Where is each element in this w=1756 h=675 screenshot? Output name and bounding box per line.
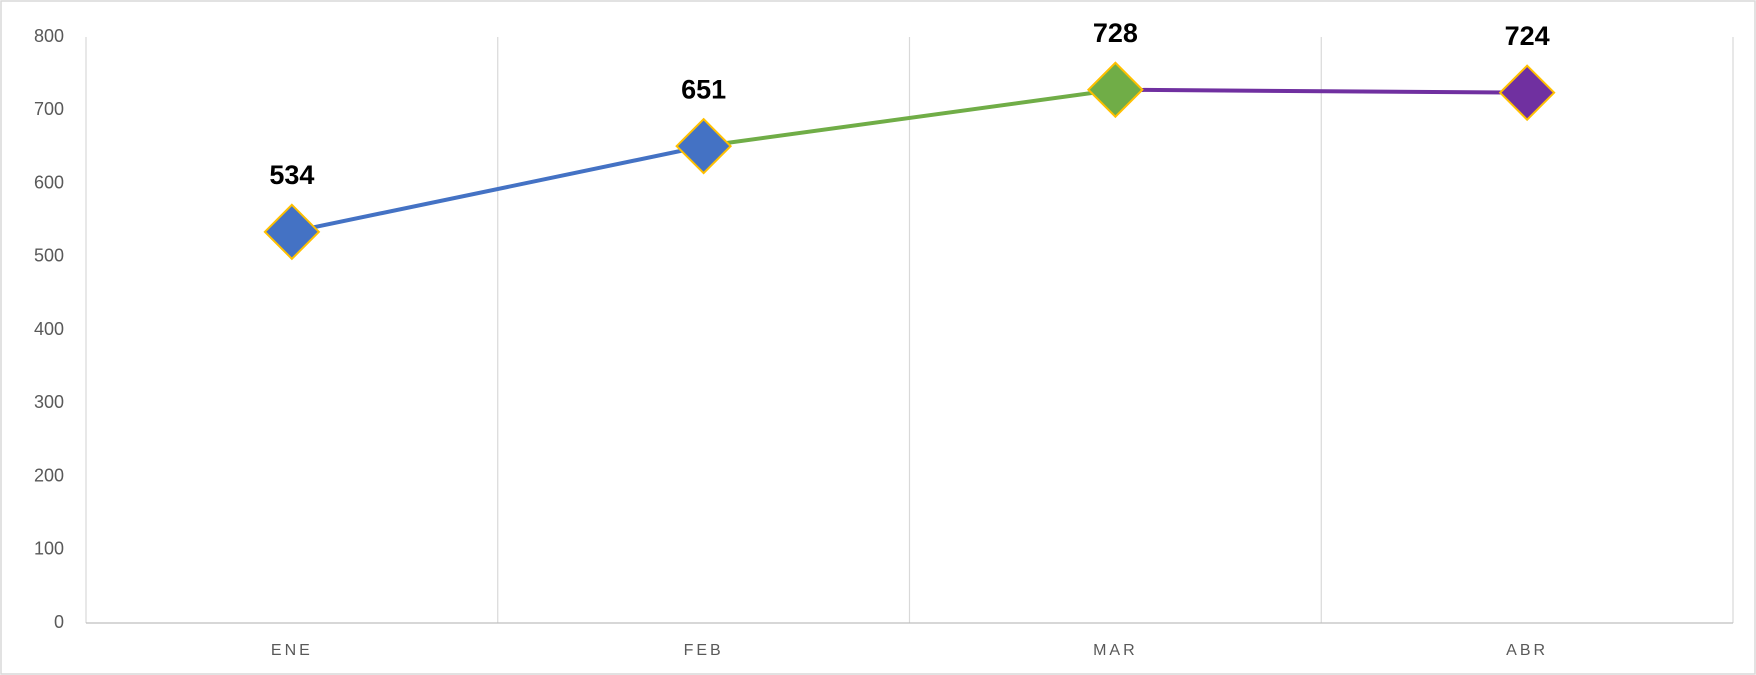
x-tick-label: MAR — [1093, 642, 1138, 659]
marker — [263, 203, 321, 261]
y-tick-label: 300 — [34, 392, 64, 412]
y-tick-label: 0 — [54, 612, 64, 632]
marker — [675, 117, 733, 175]
data-label: 534 — [269, 160, 314, 190]
line-segment — [1115, 87, 1528, 95]
data-label: 728 — [1093, 18, 1138, 48]
y-tick-label: 100 — [34, 539, 64, 559]
data-label: 651 — [681, 74, 726, 104]
y-tick-label: 800 — [34, 26, 64, 46]
x-tick-label: ENE — [271, 642, 313, 659]
line-segment — [291, 144, 705, 234]
marker — [1498, 64, 1556, 122]
y-tick-label: 200 — [34, 465, 64, 485]
y-tick-label: 500 — [34, 246, 64, 266]
y-tick-label: 600 — [34, 172, 64, 192]
line-segment — [703, 87, 1116, 149]
x-tick-label: FEB — [684, 642, 724, 659]
data-label: 724 — [1505, 21, 1550, 51]
x-tick-label: ABR — [1506, 642, 1548, 659]
marker — [1086, 61, 1144, 119]
y-tick-label: 700 — [34, 99, 64, 119]
y-tick-label: 400 — [34, 319, 64, 339]
